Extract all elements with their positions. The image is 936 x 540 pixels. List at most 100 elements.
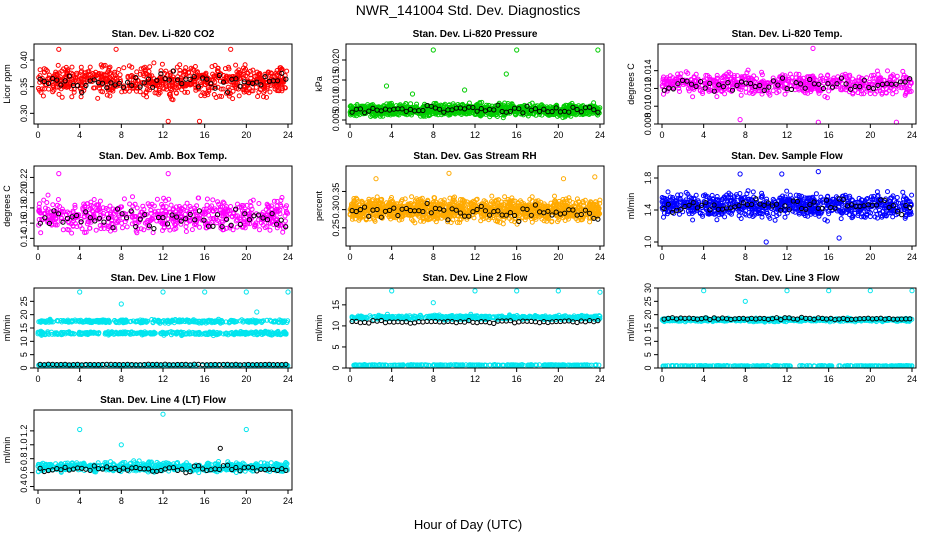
data-point bbox=[496, 108, 502, 114]
data-point bbox=[187, 204, 193, 209]
data-point bbox=[774, 90, 780, 96]
data-point bbox=[583, 111, 589, 117]
x-tick-label: 24 bbox=[907, 130, 917, 140]
data-point bbox=[46, 76, 52, 82]
data-point bbox=[745, 67, 751, 73]
data-point bbox=[264, 201, 270, 207]
data-point bbox=[87, 64, 93, 70]
data-point bbox=[678, 71, 684, 77]
data-point bbox=[376, 202, 382, 207]
hourly-point bbox=[549, 212, 555, 218]
hourly-point bbox=[124, 215, 130, 221]
data-point bbox=[177, 71, 183, 76]
data-point bbox=[71, 89, 77, 95]
hourly-point bbox=[684, 78, 690, 84]
hourly-point bbox=[170, 68, 176, 74]
hourly-point bbox=[254, 79, 260, 85]
data-point bbox=[177, 67, 183, 73]
data-point bbox=[782, 214, 788, 220]
hourly-point bbox=[587, 210, 593, 216]
outlier-point bbox=[737, 117, 743, 123]
data-point bbox=[509, 195, 515, 201]
data-point bbox=[500, 115, 506, 121]
data-point bbox=[230, 214, 235, 220]
data-point bbox=[124, 224, 130, 230]
data-point bbox=[183, 224, 189, 230]
hourly-point bbox=[362, 204, 368, 210]
hourly-point bbox=[220, 79, 226, 85]
data-point bbox=[159, 221, 165, 226]
data-point bbox=[66, 220, 72, 226]
data-point bbox=[200, 211, 206, 217]
hourly-point bbox=[843, 81, 849, 87]
data-point bbox=[97, 85, 102, 91]
data-point bbox=[883, 90, 889, 96]
data-point bbox=[234, 224, 240, 230]
data-point bbox=[521, 201, 527, 207]
hourly-point bbox=[595, 109, 601, 115]
data-point bbox=[179, 87, 185, 93]
data-point bbox=[38, 89, 44, 95]
hourly-point bbox=[474, 108, 480, 114]
hourly-point bbox=[857, 84, 863, 90]
hourly-point bbox=[445, 217, 451, 223]
data-point bbox=[426, 209, 431, 214]
hourly-point bbox=[137, 84, 143, 90]
data-point bbox=[78, 216, 84, 222]
panel-title: Stan. Dev. Li-820 CO2 bbox=[112, 29, 215, 40]
hourly-point bbox=[195, 84, 201, 90]
hourly-point bbox=[283, 224, 289, 230]
data-point bbox=[145, 201, 151, 207]
data-point bbox=[117, 72, 123, 78]
hourly-point bbox=[516, 106, 522, 112]
data-point bbox=[102, 222, 108, 228]
hourly-point bbox=[141, 80, 147, 86]
data-point bbox=[173, 90, 179, 96]
data-point bbox=[909, 192, 915, 198]
hourly-point bbox=[66, 73, 72, 79]
data-point bbox=[48, 209, 54, 215]
data-point bbox=[233, 218, 239, 224]
data-point bbox=[232, 213, 238, 219]
panel-title: Stan. Dev. Gas Stream RH bbox=[413, 151, 536, 162]
data-point bbox=[365, 208, 371, 214]
data-point bbox=[425, 205, 431, 211]
hourly-point bbox=[42, 215, 48, 221]
hourly-point bbox=[269, 211, 275, 217]
y-tick-label: 0.35 bbox=[19, 78, 29, 96]
data-point bbox=[86, 219, 92, 225]
data-point bbox=[665, 189, 671, 195]
data-point bbox=[279, 195, 285, 200]
data-point bbox=[597, 197, 603, 203]
hourly-point bbox=[187, 211, 193, 218]
points-group bbox=[347, 47, 603, 121]
data-point bbox=[552, 193, 557, 199]
data-point bbox=[592, 103, 598, 109]
data-point bbox=[38, 230, 44, 236]
data-point bbox=[722, 91, 728, 97]
hourly-point bbox=[875, 82, 881, 89]
x-tick-label: 8 bbox=[743, 130, 748, 140]
hourly-point bbox=[574, 106, 580, 113]
hourly-point bbox=[420, 209, 426, 215]
data-point bbox=[36, 209, 42, 215]
data-point bbox=[54, 84, 60, 90]
hourly-point bbox=[275, 78, 281, 84]
data-point bbox=[74, 70, 80, 76]
data-point bbox=[210, 71, 216, 77]
data-point bbox=[237, 215, 243, 221]
data-point bbox=[479, 210, 485, 216]
y-tick-label: 0.008 bbox=[643, 113, 653, 136]
y-tick-label: 0.22 bbox=[19, 169, 29, 187]
data-point bbox=[191, 67, 197, 73]
data-point bbox=[37, 210, 43, 215]
hourly-point bbox=[120, 84, 127, 90]
x-tick-label: 4 bbox=[389, 252, 394, 262]
hourly-point bbox=[129, 82, 135, 88]
data-point bbox=[233, 62, 239, 68]
data-point bbox=[888, 74, 894, 80]
data-point bbox=[855, 78, 861, 84]
data-point bbox=[85, 201, 91, 207]
data-point bbox=[906, 86, 912, 92]
x-tick-label: 4 bbox=[389, 130, 394, 140]
